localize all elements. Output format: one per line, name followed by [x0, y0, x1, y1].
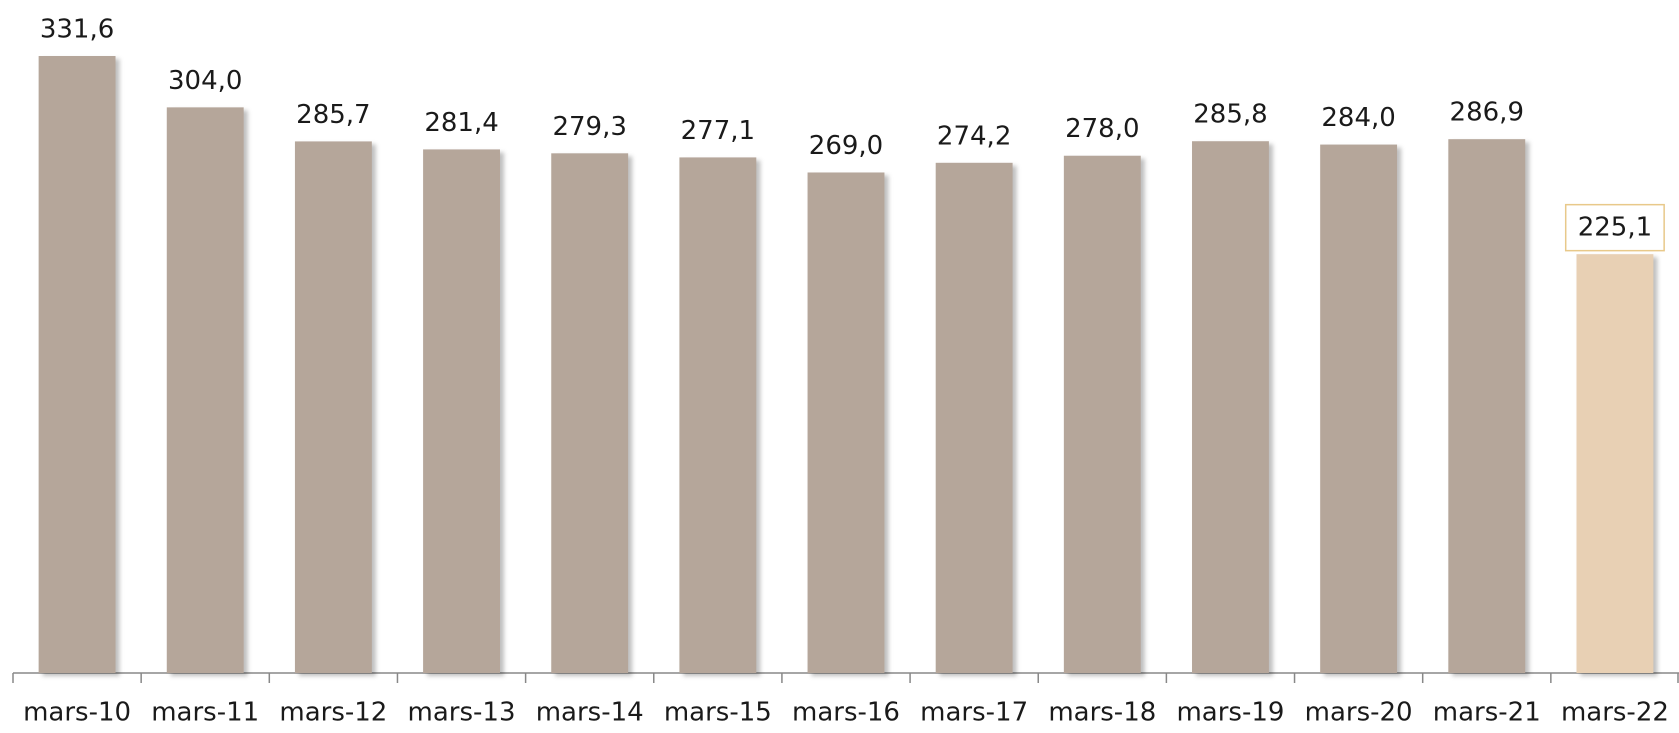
x-tick-label: mars-18	[1048, 698, 1156, 728]
data-label: 277,1	[681, 116, 755, 146]
x-tick-label: mars-19	[1176, 698, 1284, 728]
bar	[1320, 144, 1398, 673]
x-tick-label: mars-12	[279, 698, 387, 728]
x-tick-label: mars-11	[151, 698, 259, 728]
data-label: 269,0	[809, 131, 883, 161]
x-tick-label: mars-15	[664, 698, 772, 728]
x-tick-label: mars-13	[408, 698, 516, 728]
x-tick-label: mars-20	[1305, 698, 1413, 728]
data-label: 286,9	[1450, 98, 1524, 128]
data-label: 285,7	[296, 100, 370, 130]
data-label: 331,6	[40, 15, 114, 45]
x-tick-label: mars-22	[1561, 698, 1669, 728]
x-tick-label: mars-10	[23, 698, 131, 728]
data-label: 285,8	[1193, 100, 1267, 130]
data-label: 284,0	[1321, 103, 1395, 133]
bar	[679, 157, 757, 674]
bar	[294, 141, 372, 673]
data-label: 225,1	[1578, 213, 1652, 243]
label-box	[1564, 203, 1665, 252]
bar	[166, 107, 244, 674]
bar	[1576, 254, 1654, 674]
data-label: 274,2	[937, 121, 1011, 151]
data-label: 279,3	[552, 112, 626, 142]
bar	[807, 172, 885, 674]
bar	[1448, 139, 1526, 674]
bar	[38, 56, 116, 673]
bar	[935, 162, 1013, 673]
x-tick-label: mars-17	[920, 698, 1028, 728]
bar	[423, 149, 500, 674]
bar	[1192, 141, 1269, 673]
bar	[1063, 155, 1141, 674]
data-label: 278,0	[1065, 114, 1139, 144]
data-label: 281,4	[424, 108, 498, 138]
x-tick-label: mars-14	[536, 698, 644, 728]
bar	[551, 153, 629, 673]
x-tick-label: mars-16	[792, 698, 900, 728]
data-label: 304,0	[168, 66, 242, 96]
x-tick-label: mars-21	[1433, 698, 1541, 728]
